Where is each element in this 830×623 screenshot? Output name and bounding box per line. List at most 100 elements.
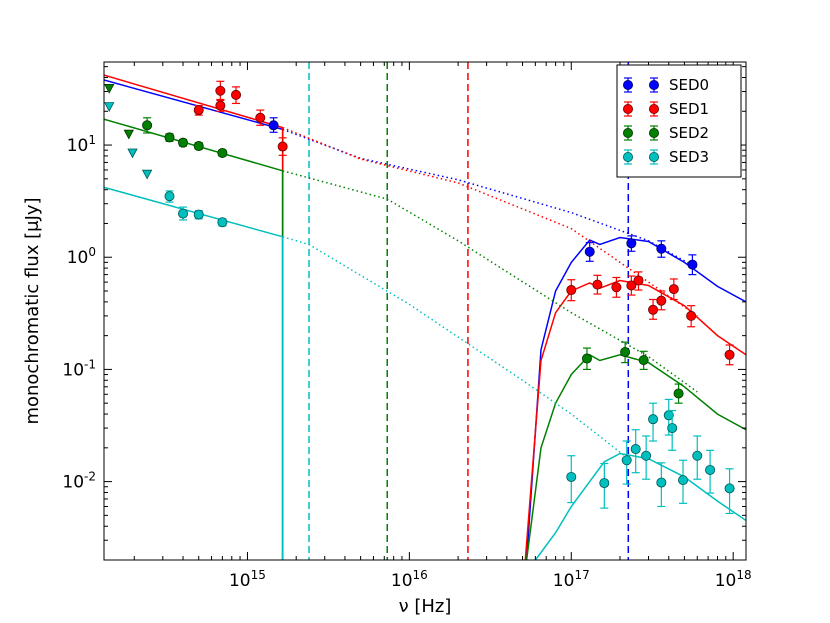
data-marker xyxy=(724,349,735,360)
data-point-sed1 xyxy=(626,275,637,296)
data-marker xyxy=(686,310,697,321)
legend-entry-sed1: SED1 xyxy=(623,100,709,118)
data-marker xyxy=(215,100,226,111)
model-extrapolation-sed1 xyxy=(282,126,698,317)
model-curve-optical-sed1 xyxy=(104,74,283,129)
data-point-sed3 xyxy=(621,440,632,485)
data-marker xyxy=(687,259,698,270)
data-marker xyxy=(178,208,189,219)
data-marker xyxy=(566,471,577,482)
data-marker xyxy=(268,120,279,131)
model-curve-optical-sed3 xyxy=(104,186,283,238)
data-point-sed2 xyxy=(581,347,592,371)
data-point-sed3 xyxy=(566,455,577,504)
data-marker xyxy=(678,475,689,486)
axis-ticks xyxy=(104,62,746,561)
data-marker xyxy=(231,89,242,100)
model-curve-xray-sed2 xyxy=(525,353,746,560)
data-point-sed1 xyxy=(668,278,679,301)
x-tick-label: 1017 xyxy=(553,568,590,591)
data-marker xyxy=(581,353,592,364)
upper-limit-marker-sed3 xyxy=(127,148,138,159)
data-points xyxy=(104,80,735,515)
data-point-sed2 xyxy=(638,350,649,371)
data-marker xyxy=(656,243,667,254)
upper-limit-marker-sed2 xyxy=(123,129,134,140)
upper-limit-marker-sed3 xyxy=(104,102,115,112)
legend-box xyxy=(616,64,742,178)
data-marker xyxy=(592,279,603,290)
data-marker xyxy=(599,478,610,489)
x-tick-label: 1018 xyxy=(715,568,752,591)
data-point-sed2 xyxy=(193,141,204,152)
data-point-sed1 xyxy=(255,109,266,126)
data-point-sed0 xyxy=(687,254,698,276)
data-point-sed3 xyxy=(724,468,735,515)
data-point-sed1 xyxy=(193,104,204,116)
data-marker xyxy=(667,423,678,434)
data-marker xyxy=(164,132,175,143)
data-point-sed0 xyxy=(626,235,637,252)
data-point-sed1 xyxy=(231,86,242,105)
model-curve-xray-sed0 xyxy=(525,236,746,560)
data-point-sed2 xyxy=(142,117,153,134)
data-point-sed3 xyxy=(217,217,228,228)
legend-entry-sed2: SED2 xyxy=(623,124,709,142)
data-point-sed3 xyxy=(678,459,689,504)
legend-marker xyxy=(649,80,660,91)
data-marker xyxy=(724,483,735,494)
model-curves xyxy=(104,74,746,560)
data-point-sed3 xyxy=(692,435,703,480)
model-curve-xray-sed3 xyxy=(534,452,746,560)
data-marker xyxy=(656,477,667,488)
data-point-sed1 xyxy=(277,137,288,156)
data-marker xyxy=(584,246,595,257)
legend-label: SED3 xyxy=(669,148,709,166)
data-marker xyxy=(673,388,684,399)
data-point-sed3 xyxy=(705,449,716,494)
model-extrapolation-sed3 xyxy=(282,236,629,460)
data-point-sed1 xyxy=(633,271,644,291)
data-point-sed0 xyxy=(584,242,595,262)
legend-label: SED2 xyxy=(669,124,709,142)
model-curve-optical-sed2 xyxy=(104,118,283,172)
model-curve-optical-sed0 xyxy=(104,79,283,131)
data-point-sed3 xyxy=(164,190,175,203)
y-axis-label: monochromatic flux [μJy] xyxy=(22,197,43,424)
x-tick-label: 1016 xyxy=(391,568,428,591)
data-marker xyxy=(217,217,228,228)
data-marker xyxy=(621,455,632,466)
data-point-sed1 xyxy=(656,290,667,311)
data-marker xyxy=(193,141,204,152)
legend-marker xyxy=(649,104,660,115)
legend-marker xyxy=(623,127,634,138)
data-marker xyxy=(626,280,637,291)
data-point-sed1 xyxy=(724,344,735,366)
data-point-sed3 xyxy=(667,409,678,451)
data-point-sed1 xyxy=(566,279,577,302)
data-point-sed1 xyxy=(215,99,226,112)
data-marker xyxy=(164,191,175,202)
data-point-sed2 xyxy=(673,383,684,404)
data-marker xyxy=(277,141,288,152)
x-tick-label: 1015 xyxy=(229,568,266,591)
data-point-sed2 xyxy=(217,147,228,158)
y-tick-label: 10-2 xyxy=(62,470,96,493)
data-marker xyxy=(611,282,622,293)
legend-entry-sed0: SED0 xyxy=(623,76,709,94)
data-point-sed3 xyxy=(656,462,667,508)
y-tick-label: 101 xyxy=(67,133,96,156)
data-point-sed3 xyxy=(178,206,189,221)
legend-marker xyxy=(649,127,660,138)
data-marker xyxy=(142,120,153,131)
legend: SED0 SED1 SED2 SED3 xyxy=(616,64,742,178)
data-marker xyxy=(668,284,679,295)
data-marker xyxy=(193,209,204,220)
data-point-sed3 xyxy=(599,462,610,509)
data-marker xyxy=(656,295,667,306)
data-point-sed1 xyxy=(648,298,659,320)
data-marker xyxy=(705,464,716,475)
data-marker xyxy=(178,137,189,148)
data-point-sed1 xyxy=(611,276,622,298)
